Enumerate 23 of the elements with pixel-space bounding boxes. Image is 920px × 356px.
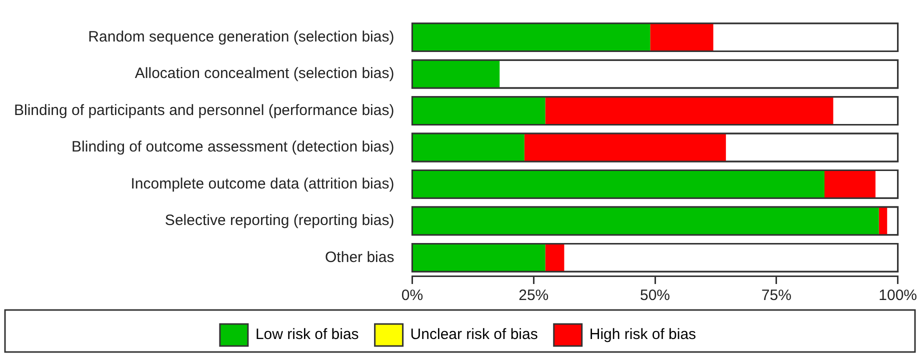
y-tick-label: Random sequence generation (selection bias) (88, 28, 394, 46)
bar (412, 134, 524, 162)
y-tick-label: Selective reporting (reporting bias) (164, 212, 394, 230)
legend-label: High risk of bias (589, 326, 696, 344)
y-tick-label: Blinding of outcome assessment (detection bias) (72, 138, 394, 156)
bar (545, 244, 564, 272)
bar (412, 244, 546, 272)
x-tick-label: 25% (518, 287, 549, 304)
y-tick-label: Other bias (325, 248, 394, 266)
legend-label: Unclear risk of bias (410, 326, 538, 344)
y-tick-label: Blinding of participants and personnel (performance bias) (14, 102, 394, 119)
bar (878, 206, 888, 235)
legend-label: Low risk of bias (255, 326, 359, 344)
x-tick-label: 0% (401, 287, 424, 304)
bar (650, 23, 714, 52)
x-tick-label: 75% (761, 287, 792, 304)
bar (824, 170, 876, 198)
bar (412, 60, 500, 88)
y-tick-label: Incomplete outcome data (attrition bias) (130, 175, 394, 192)
x-tick-label: 50% (640, 287, 670, 304)
y-tick-label: Allocation concealment (selection bias) (134, 65, 394, 82)
x-tick-label: 100% (878, 287, 918, 304)
bar (412, 96, 546, 125)
